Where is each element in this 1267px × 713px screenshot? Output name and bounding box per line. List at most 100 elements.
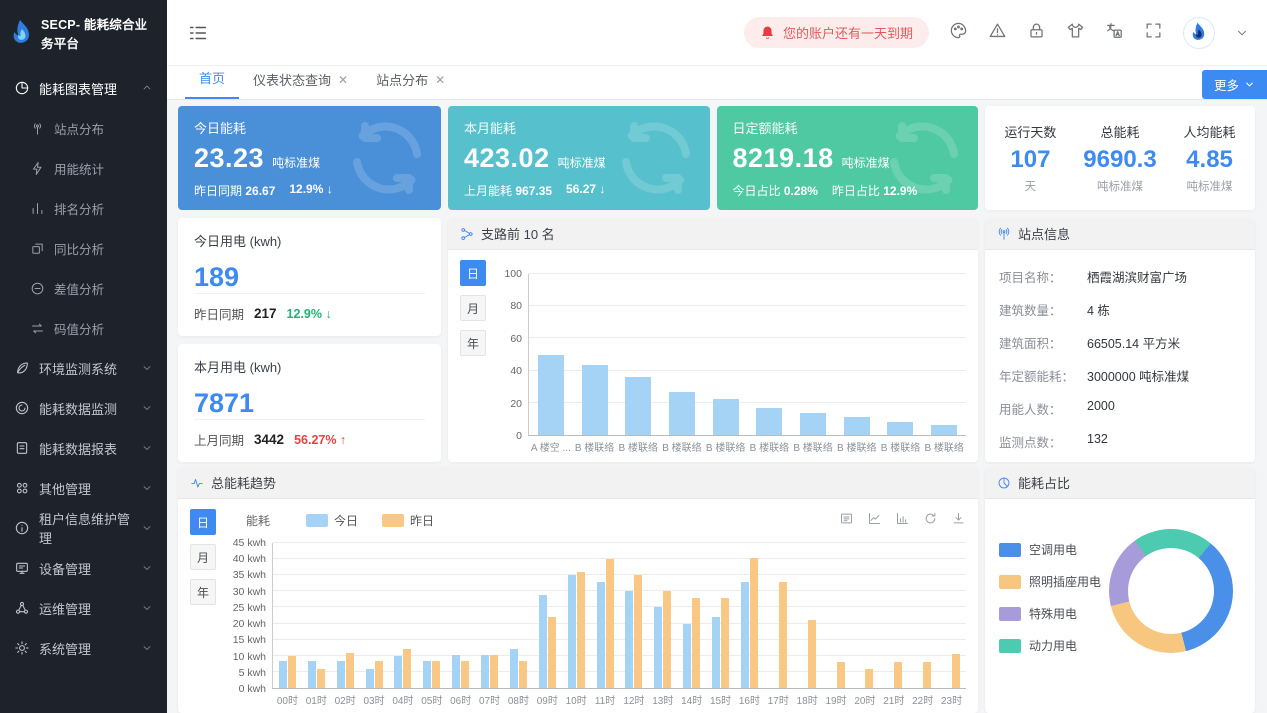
trend-period-年[interactable]: 年: [190, 579, 216, 605]
sidebar-subitem-用能统计[interactable]: 用能统计: [0, 148, 167, 188]
trend-bar-今日[interactable]: [278, 661, 287, 688]
data-view-icon[interactable]: [839, 511, 854, 529]
sidebar-item-设备管理[interactable]: 设备管理: [0, 548, 167, 588]
donut-legend-空调用电[interactable]: 空调用电: [999, 541, 1101, 558]
trend-bar-今日[interactable]: [307, 661, 316, 688]
warning-icon[interactable]: [988, 21, 1007, 45]
donut-legend-特殊用电[interactable]: 特殊用电: [999, 605, 1101, 622]
trend-bar-今日[interactable]: [538, 594, 547, 688]
trend-bar-今日[interactable]: [596, 581, 605, 688]
trend-bar-昨日[interactable]: [316, 668, 325, 688]
bar-chart-icon[interactable]: [895, 511, 910, 529]
user-avatar[interactable]: [1183, 16, 1215, 49]
branch-bar[interactable]: [843, 417, 870, 435]
more-tabs-button[interactable]: 更多: [1201, 70, 1267, 99]
trend-bar-昨日[interactable]: [692, 597, 701, 688]
trend-bar-昨日[interactable]: [576, 572, 585, 688]
branch-bar[interactable]: [887, 422, 914, 435]
collapse-menu-icon[interactable]: [187, 22, 209, 44]
sidebar-item-系统管理[interactable]: 系统管理: [0, 628, 167, 668]
trend-bar-今日[interactable]: [365, 668, 374, 688]
legend-item-昨日[interactable]: 昨日: [382, 512, 434, 529]
branch-bar[interactable]: [537, 354, 564, 435]
trend-bar-昨日[interactable]: [721, 597, 730, 688]
palette-icon[interactable]: [949, 21, 968, 45]
sidebar-item-租户信息维护管理[interactable]: 租户信息维护管理: [0, 508, 167, 548]
sidebar-subitem-差值分析[interactable]: 差值分析: [0, 268, 167, 308]
trend-bar-昨日[interactable]: [403, 648, 412, 688]
trend-bar-今日[interactable]: [654, 607, 663, 688]
trend-bar-今日[interactable]: [423, 661, 432, 688]
sidebar-subitem-同比分析[interactable]: 同比分析: [0, 228, 167, 268]
tab-站点分布[interactable]: 站点分布 ✕: [362, 70, 459, 99]
user-menu-chevron-icon[interactable]: [1235, 26, 1249, 40]
trend-bar-昨日[interactable]: [663, 591, 672, 688]
trend-bar-今日[interactable]: [509, 648, 518, 688]
kpi-card-日定额能耗[interactable]: 日定额能耗 8219.18 吨标准煤 今日占比 0.28% 昨日占比 12.9%: [716, 106, 978, 210]
fullscreen-icon[interactable]: [1144, 21, 1163, 45]
donut-legend-动力用电[interactable]: 动力用电: [999, 637, 1101, 654]
sidebar-item-其他管理[interactable]: 其他管理: [0, 468, 167, 508]
branch-bar[interactable]: [668, 391, 695, 435]
tab-close-icon[interactable]: ✕: [435, 72, 446, 87]
trend-bar-昨日[interactable]: [345, 652, 354, 688]
sidebar-item-能耗数据监测[interactable]: 能耗数据监测: [0, 388, 167, 428]
trend-bar-昨日[interactable]: [374, 661, 383, 688]
trend-bar-昨日[interactable]: [894, 662, 903, 688]
trend-bar-今日[interactable]: [336, 661, 345, 688]
branch-bar[interactable]: [931, 424, 958, 435]
trend-bar-昨日[interactable]: [461, 661, 470, 688]
trend-bar-昨日[interactable]: [865, 668, 874, 688]
branch-bar[interactable]: [712, 398, 739, 435]
tab-close-icon[interactable]: ✕: [338, 72, 349, 87]
line-chart-icon[interactable]: [867, 511, 882, 529]
branch-period-月[interactable]: 月: [460, 295, 486, 321]
donut-legend-照明插座用电[interactable]: 照明插座用电: [999, 573, 1101, 590]
tshirt-icon[interactable]: [1066, 21, 1085, 45]
trend-bar-昨日[interactable]: [547, 617, 556, 688]
sidebar-subitem-排名分析[interactable]: 排名分析: [0, 188, 167, 228]
sidebar-item-能耗图表管理[interactable]: 能耗图表管理: [0, 68, 167, 108]
trend-bar-今日[interactable]: [625, 591, 634, 688]
trend-bar-今日[interactable]: [740, 581, 749, 688]
trend-bar-昨日[interactable]: [778, 581, 787, 688]
sidebar-item-能耗数据报表[interactable]: 能耗数据报表: [0, 428, 167, 468]
sidebar-subitem-码值分析[interactable]: 码值分析: [0, 308, 167, 348]
trend-bar-昨日[interactable]: [749, 557, 758, 688]
branch-period-年[interactable]: 年: [460, 330, 486, 356]
translate-icon[interactable]: [1105, 21, 1124, 45]
trend-period-月[interactable]: 月: [190, 544, 216, 570]
sidebar-subitem-站点分布[interactable]: 站点分布: [0, 108, 167, 148]
branch-period-日[interactable]: 日: [460, 260, 486, 286]
trend-bar-今日[interactable]: [394, 656, 403, 688]
trend-bar-今日[interactable]: [712, 617, 721, 688]
download-icon[interactable]: [951, 511, 966, 529]
lock-icon[interactable]: [1027, 21, 1046, 45]
legend-item-今日[interactable]: 今日: [306, 512, 358, 529]
trend-bar-昨日[interactable]: [605, 559, 614, 688]
trend-period-日[interactable]: 日: [190, 509, 216, 535]
trend-bar-昨日[interactable]: [923, 662, 932, 688]
kpi-card-本月能耗[interactable]: 本月能耗 423.02 吨标准煤 上月能耗 967.35 56.27 ↓: [448, 106, 710, 210]
refresh-icon[interactable]: [923, 511, 938, 529]
branch-bar[interactable]: [800, 413, 827, 435]
tab-首页[interactable]: 首页: [185, 68, 240, 99]
branch-bar[interactable]: [625, 377, 652, 435]
account-expiry-alert[interactable]: 您的账户还有一天到期: [743, 17, 929, 48]
trend-bar-今日[interactable]: [452, 655, 461, 688]
sidebar-item-环境监测系统[interactable]: 环境监测系统: [0, 348, 167, 388]
trend-bar-昨日[interactable]: [490, 655, 499, 688]
trend-bar-昨日[interactable]: [287, 656, 296, 688]
tab-仪表状态查询[interactable]: 仪表状态查询 ✕: [239, 70, 362, 99]
trend-bar-今日[interactable]: [683, 623, 692, 688]
trend-bar-昨日[interactable]: [518, 661, 527, 688]
trend-bar-昨日[interactable]: [836, 662, 845, 688]
trend-bar-今日[interactable]: [481, 655, 490, 688]
trend-bar-昨日[interactable]: [807, 620, 816, 688]
trend-bar-昨日[interactable]: [432, 661, 441, 688]
trend-bar-今日[interactable]: [567, 575, 576, 688]
branch-bar[interactable]: [581, 364, 608, 435]
sidebar-item-运维管理[interactable]: 运维管理: [0, 588, 167, 628]
kpi-card-今日能耗[interactable]: 今日能耗 23.23 吨标准煤 昨日同期 26.67 12.9% ↓: [178, 106, 441, 210]
branch-bar[interactable]: [756, 407, 783, 435]
